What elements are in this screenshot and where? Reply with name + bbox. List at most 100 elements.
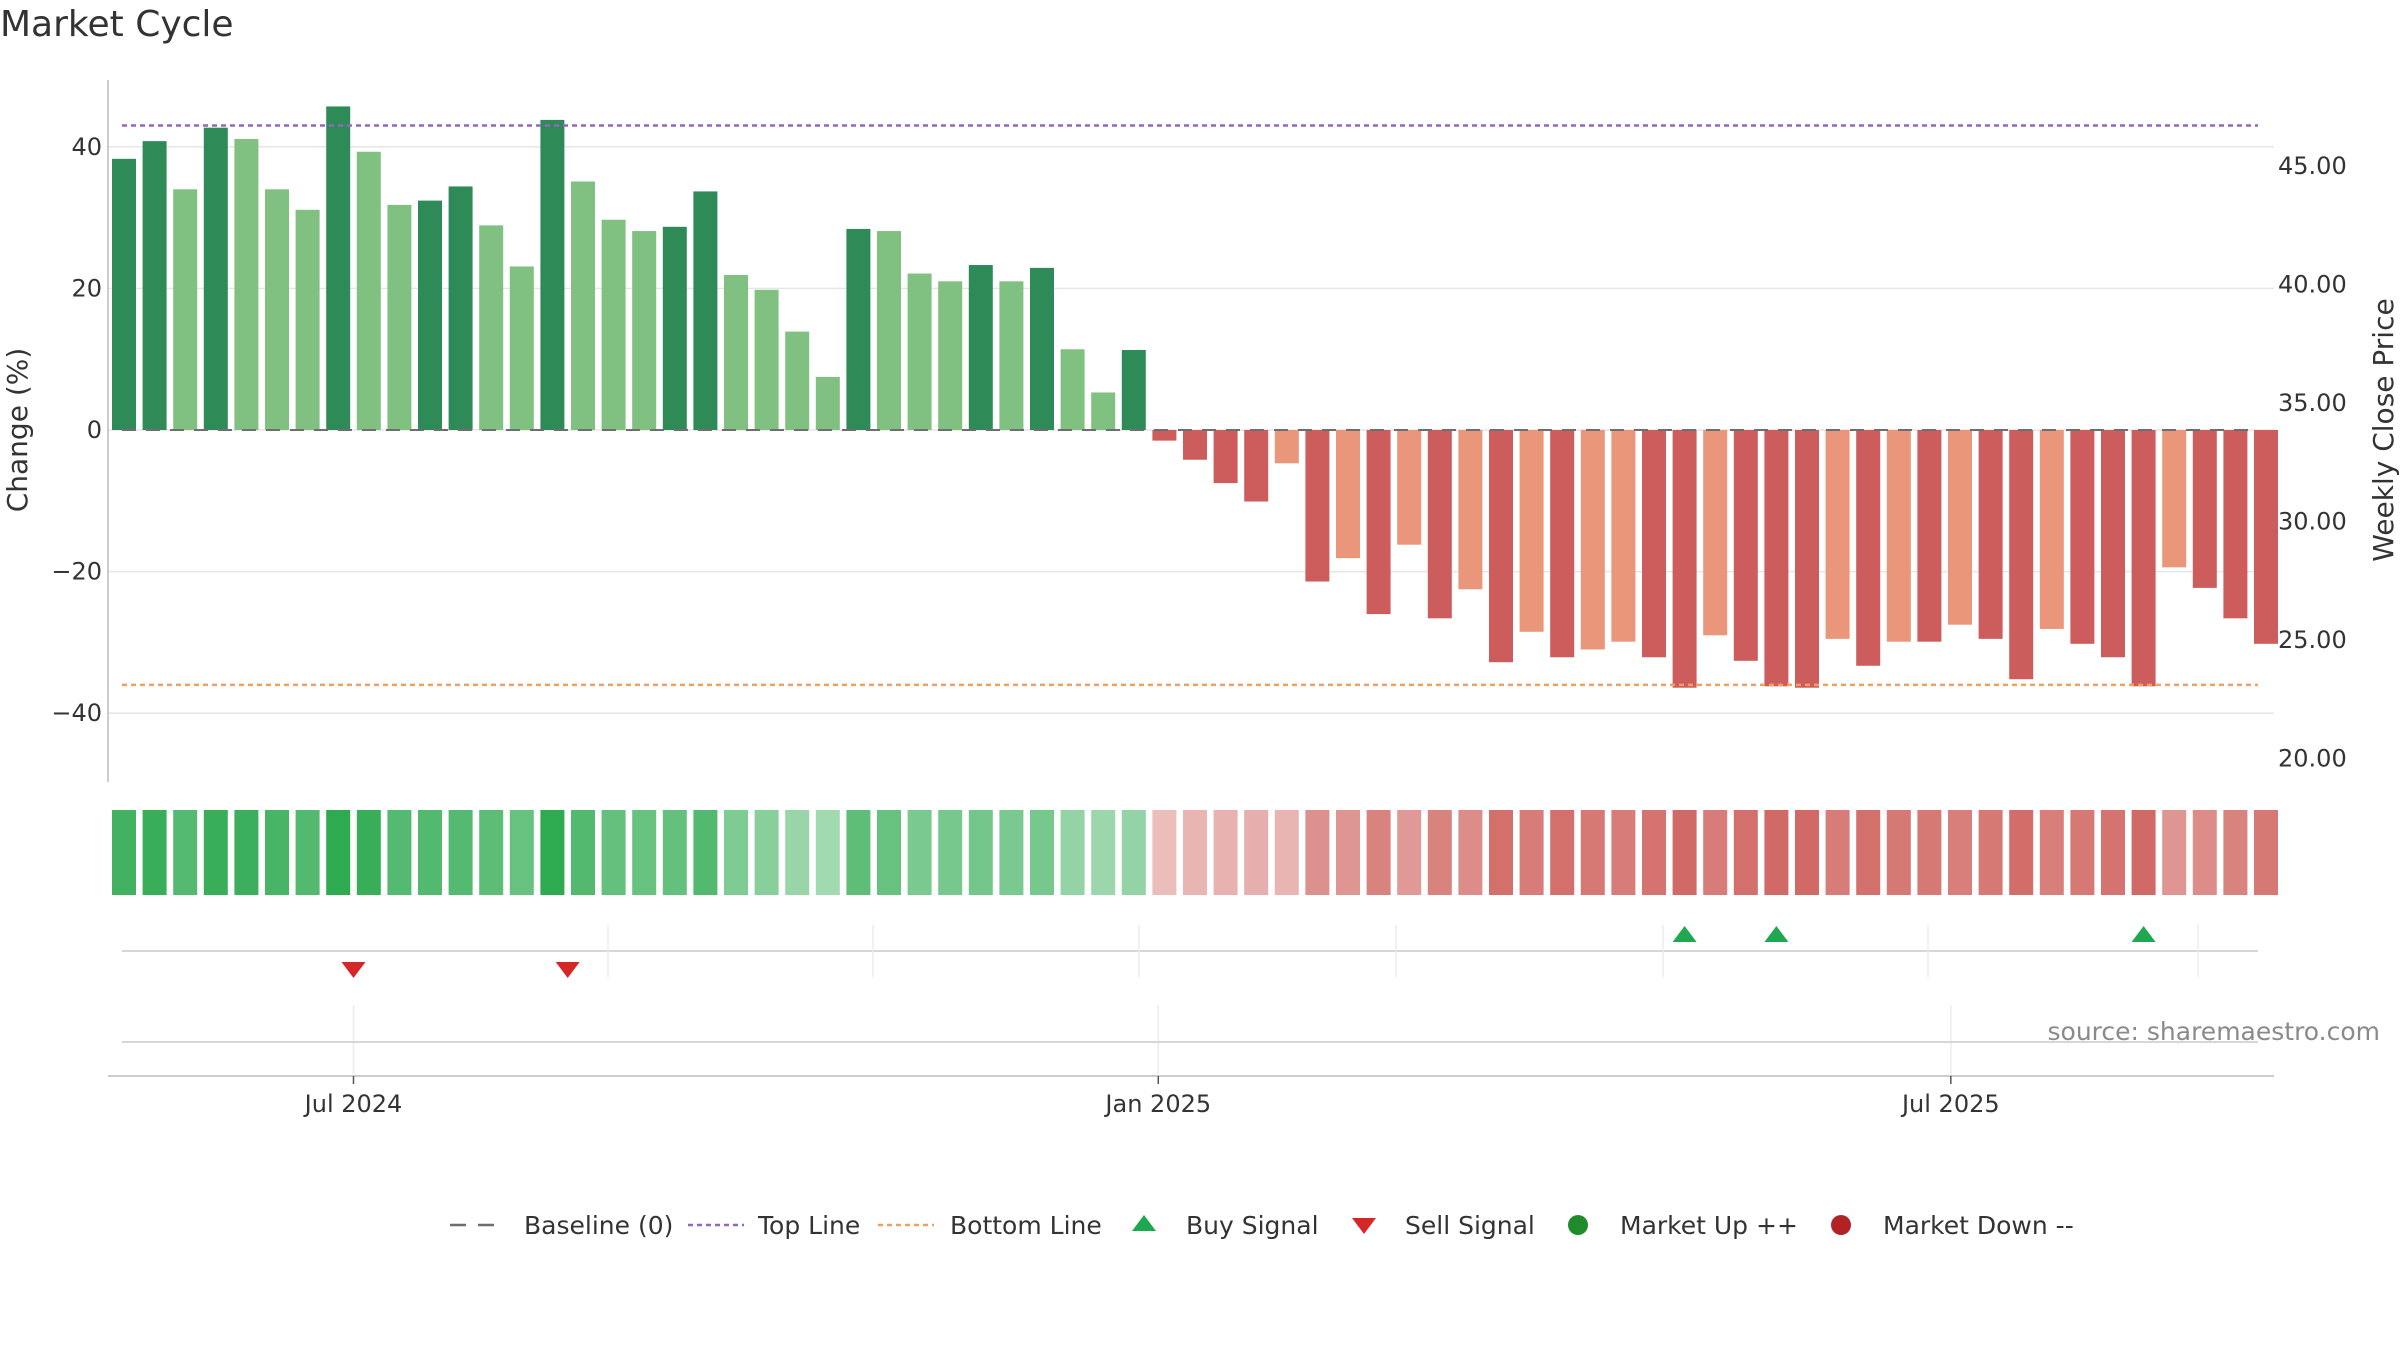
legend-item-up[interactable]: Market Up ++ <box>1568 1211 1798 1240</box>
buy-signal-marker <box>1672 926 1697 942</box>
bar <box>142 141 167 431</box>
heat-cell <box>724 810 748 895</box>
heat-cell <box>387 810 412 895</box>
bar <box>1550 430 1575 658</box>
heat-cell <box>2101 810 2125 895</box>
legend-market-down-icon <box>1831 1215 1851 1235</box>
bar <box>1825 430 1850 639</box>
bar <box>2254 430 2278 644</box>
heat-cell <box>234 810 259 895</box>
heat-cell <box>877 810 901 895</box>
bar <box>1030 267 1054 430</box>
heat-cell <box>509 810 534 895</box>
heat-cell <box>1948 810 1972 895</box>
bar <box>234 139 259 430</box>
legend[interactable]: Baseline (0) Top Line Bottom Line Buy Signa… <box>450 1211 2074 1240</box>
heat-cell <box>662 810 687 895</box>
bar <box>662 226 687 430</box>
heat-cell <box>1030 810 1054 895</box>
heat-cell <box>540 810 565 895</box>
heat-cell <box>173 810 198 895</box>
y-right-tick-label: 45.00 <box>2278 152 2347 180</box>
y-right-tick-label: 40.00 <box>2278 271 2347 299</box>
legend-item-buy[interactable]: Buy Signal <box>1132 1211 1319 1240</box>
heat-cell <box>1336 810 1360 895</box>
x-tick-label: Jul 2025 <box>1900 1090 2000 1118</box>
heat-cell <box>479 810 504 895</box>
bar <box>632 231 657 430</box>
heat-cell <box>999 810 1024 895</box>
heat-cell <box>2162 810 2187 895</box>
heat-cell <box>1733 810 1758 895</box>
bar <box>295 209 320 430</box>
heat-cell <box>907 810 932 895</box>
heat-cell <box>968 810 993 895</box>
heat-cell <box>1795 810 1819 895</box>
bar <box>112 158 136 430</box>
bar <box>2131 430 2156 687</box>
bar <box>754 289 779 430</box>
heat-cell <box>1397 810 1422 895</box>
axes-layer: 40 20 0 −20 −40 45.00 40.00 35.00 30.00 25.00 20.0… <box>1 80 2400 782</box>
heat-cell <box>1458 810 1483 895</box>
bar <box>1764 430 1789 687</box>
bar <box>1305 430 1330 582</box>
bar <box>1795 430 1819 688</box>
heat-cell <box>1489 810 1513 895</box>
bar <box>1397 430 1422 545</box>
bar <box>907 273 932 430</box>
heat-cell <box>693 810 718 895</box>
legend-label: Bottom Line <box>950 1211 1102 1240</box>
legend-item-top[interactable]: Top Line <box>688 1211 860 1240</box>
heat-cell <box>1825 810 1850 895</box>
bar <box>846 228 871 430</box>
legend-item-down[interactable]: Market Down -- <box>1831 1211 2074 1240</box>
heat-cell <box>1672 810 1697 895</box>
chart-title: Market Cycle <box>0 4 234 45</box>
x-axis: Jul 2024 Jan 2025 Jul 2025 source: sharemae… <box>108 1005 2380 1118</box>
legend-item-sell[interactable]: Sell Signal <box>1352 1211 1535 1240</box>
heat-cell <box>2192 810 2217 895</box>
buy-signal-marker <box>2131 926 2156 942</box>
heat-cell <box>1091 810 1116 895</box>
heat-cell <box>1366 810 1391 895</box>
legend-buy-icon <box>1132 1215 1156 1231</box>
reference-lines <box>122 124 2258 687</box>
bar <box>1856 430 1881 666</box>
heat-cell <box>1917 810 1942 895</box>
heat-cell <box>326 810 351 895</box>
bar <box>2192 430 2217 588</box>
y-left-tick-label: 20 <box>71 274 102 302</box>
heat-cell <box>1427 810 1452 895</box>
bar <box>1060 349 1085 430</box>
bar <box>479 225 504 430</box>
bar <box>2223 430 2248 619</box>
heat-cell <box>815 810 840 895</box>
heat-cell <box>785 810 810 895</box>
legend-market-up-icon <box>1568 1215 1588 1235</box>
bar <box>571 181 595 430</box>
bar <box>1978 430 2003 639</box>
bar <box>1672 430 1697 688</box>
bar <box>1611 430 1636 642</box>
bar <box>2070 430 2095 644</box>
heat-cell <box>601 810 626 895</box>
heat-cell <box>448 810 473 895</box>
heat-cell <box>571 810 595 895</box>
legend-item-bottom[interactable]: Bottom Line <box>878 1211 1102 1240</box>
sell-signal-marker <box>555 962 580 978</box>
bar <box>203 127 228 431</box>
bar <box>1948 430 1972 625</box>
heat-cell <box>1183 810 1207 895</box>
heat-cell <box>1886 810 1911 895</box>
bar <box>326 106 351 430</box>
heat-cell <box>1856 810 1881 895</box>
y-left-axis-title: Change (%) <box>1 348 34 513</box>
y-left-tick-label: 40 <box>71 133 102 161</box>
heat-cell <box>1244 810 1269 895</box>
heat-cell <box>1703 810 1728 895</box>
bar <box>1733 430 1758 661</box>
legend-item-baseline[interactable]: Baseline (0) <box>450 1211 673 1240</box>
heat-cell <box>2009 810 2034 895</box>
